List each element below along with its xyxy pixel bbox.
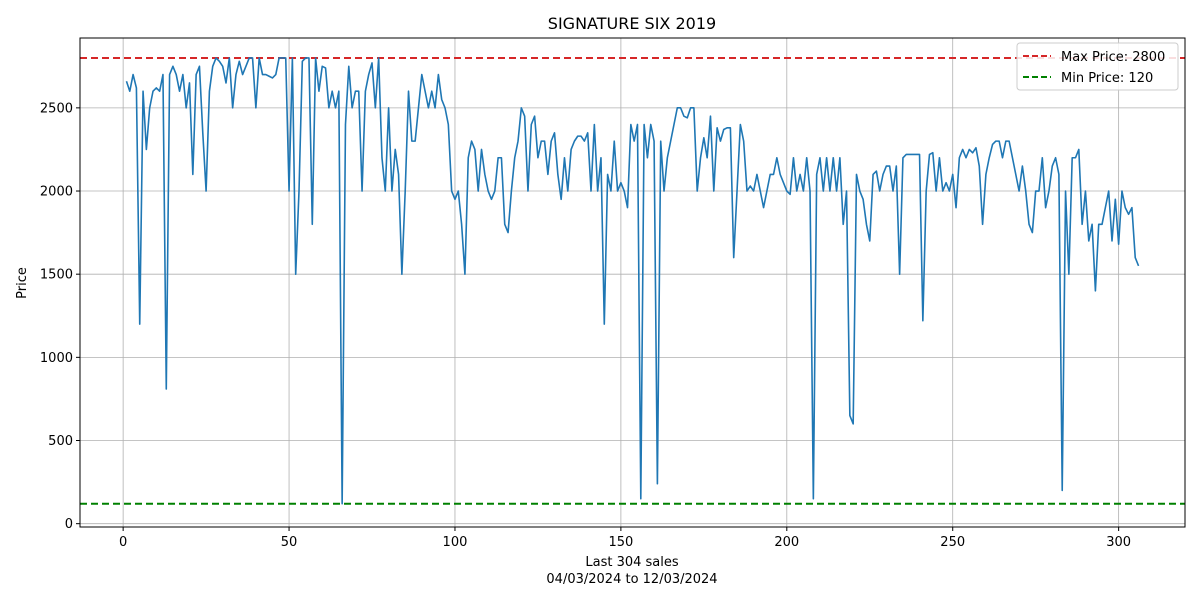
plot-frame <box>79 37 1186 528</box>
x-tick-label: 250 <box>940 535 965 550</box>
x-tick-label: 300 <box>1106 535 1131 550</box>
tick-layer: 0 50 100 150 200 250 300 0 500 1000 1500 2000 2500 <box>40 101 1131 550</box>
chart-title: SIGNATURE SIX 2019 <box>548 14 716 33</box>
y-tick-label: 0 <box>65 517 73 532</box>
legend-min-label: Min Price: 120 <box>1061 71 1153 86</box>
price-series-line <box>125 57 1140 505</box>
x-tick-label: 0 <box>119 535 127 550</box>
legend: Max Price: 2800 Min Price: 120 <box>1016 42 1179 91</box>
y-tick-label: 500 <box>48 434 73 449</box>
grid-layer <box>80 38 1185 527</box>
x-tick-label: 50 <box>281 535 298 550</box>
x-tick-label: 150 <box>608 535 633 550</box>
x-tick-label: 200 <box>774 535 799 550</box>
y-tick-label: 1000 <box>40 351 73 366</box>
x-axis-label: Last 304 sales <box>585 555 679 570</box>
legend-box <box>1016 42 1179 91</box>
y-tick-label: 2500 <box>40 101 73 116</box>
x-axis-date-range: 04/03/2024 to 12/03/2024 <box>546 572 717 587</box>
legend-max-label: Max Price: 2800 <box>1061 50 1165 65</box>
series-layer <box>125 57 1140 505</box>
y-tick-label: 2000 <box>40 185 73 200</box>
x-tick-label: 100 <box>443 535 468 550</box>
y-axis-label: Price <box>15 267 30 299</box>
reference-lines <box>80 56 1185 505</box>
y-tick-label: 1500 <box>40 268 73 283</box>
